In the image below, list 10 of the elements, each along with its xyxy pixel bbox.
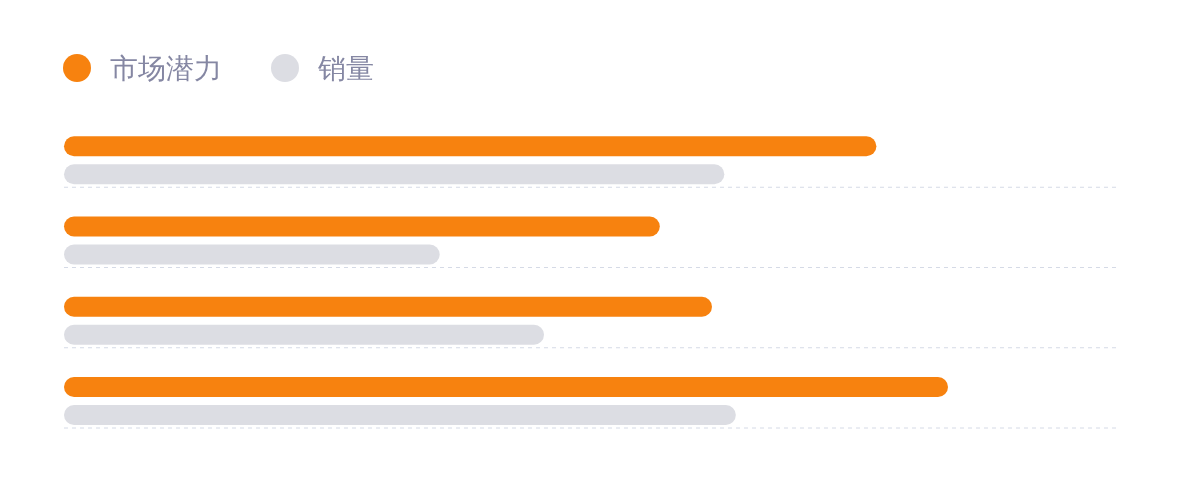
bar — [64, 136, 877, 157]
bar — [64, 164, 725, 185]
bar — [64, 324, 545, 345]
legend-label: 销量 — [317, 52, 374, 85]
bar — [64, 296, 712, 317]
legend-label: 市场潜力 — [110, 52, 222, 85]
bar — [64, 405, 736, 425]
bar — [64, 244, 440, 265]
bar — [64, 216, 660, 237]
bar — [64, 377, 948, 397]
